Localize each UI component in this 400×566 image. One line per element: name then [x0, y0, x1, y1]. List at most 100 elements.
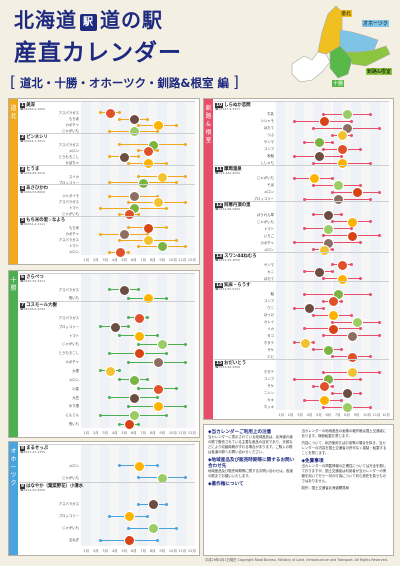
season-endpoint: [127, 360, 130, 364]
product-label: かぼちゃ: [65, 161, 79, 166]
season-endpoint: [174, 181, 178, 185]
month-column: [294, 102, 305, 410]
product-icon: [337, 273, 349, 285]
month-column: [276, 102, 286, 410]
map-label-tokachi: 十勝: [332, 80, 345, 87]
product-icon: [337, 259, 349, 271]
note-text: 内容について、私的使用又は引用等の場合を除き、当カレンダーの内容を国土交通省の許…: [301, 441, 387, 455]
station-tel: ☎0154-66-2969: [215, 207, 240, 212]
region-band-label: 十勝: [10, 277, 17, 292]
page-title: 産直カレンダー: [14, 40, 182, 66]
product-icon: [128, 392, 140, 404]
season-endpoint: [155, 464, 159, 468]
season-endpoint: [378, 234, 382, 238]
product-label: エビ: [267, 354, 274, 359]
season-endpoint: [136, 244, 140, 248]
season-endpoint: [127, 161, 130, 165]
month-label: 1月: [278, 413, 285, 417]
month-column: [109, 445, 119, 546]
station-tel: ☎01654-2-1111: [20, 222, 45, 227]
month-column: [119, 102, 129, 255]
season-endpoint: [127, 250, 130, 254]
season-endpoint: [368, 220, 372, 224]
month-column: [128, 102, 138, 255]
product-label: じゃがいも: [62, 342, 79, 347]
season-endpoint: [349, 119, 353, 123]
product-icon: [124, 535, 135, 547]
panel-kushiro: 釧路&根室 1月 2月 3月 4月 5月 6月 7月 8月 9月 10月 11月 12月 10 しらぬか恋問…: [203, 98, 394, 420]
map-label-dohoku: 道北: [340, 10, 353, 17]
product-label: ホタテ: [263, 370, 274, 375]
michi-no-eki-logo-icon: 駅: [80, 14, 97, 31]
hokkaido-map: 道北 オホーツク 釧路&根室 十勝: [282, 2, 398, 90]
season-endpoint: [312, 384, 316, 388]
season-endpoint: [302, 398, 306, 402]
product-icon: [152, 357, 164, 369]
station-separator: [19, 301, 195, 303]
month-column: [100, 274, 110, 428]
season-endpoint: [127, 200, 130, 204]
month-label: 4月: [306, 413, 313, 417]
month-label: 2月: [287, 413, 294, 417]
season-endpoint: [340, 348, 344, 352]
season-endpoint: [98, 413, 102, 417]
season-endpoint: [136, 422, 140, 426]
month-column: [109, 102, 119, 255]
month-column: [90, 274, 100, 428]
product-label: ウニ: [267, 306, 274, 311]
product-icon: [318, 244, 330, 256]
season-endpoint: [331, 355, 334, 359]
note-text: 当カレンダーの地域産品の画像の著作権は国土交通省にあります。無断転載を禁じます。: [301, 429, 387, 438]
region-band: オホーツク: [9, 442, 18, 555]
season-endpoint: [368, 161, 372, 165]
season-endpoint: [321, 370, 325, 374]
season-endpoint: [331, 263, 334, 267]
month-column: [313, 102, 324, 410]
station-tel: ☎0152-62-4500: [20, 488, 45, 493]
product-label: もち米: [68, 117, 79, 122]
note-text: 地域産品及び販売時期等に関するお問い合わせは、各道の駅までお願いいたします。: [208, 469, 293, 478]
season-endpoint: [155, 129, 159, 133]
season-endpoint: [378, 370, 382, 374]
station-number: 10: [215, 103, 224, 108]
month-label: 7月: [140, 258, 147, 262]
month-label: 5月: [121, 431, 128, 435]
bracket-close: ]: [232, 73, 239, 91]
month-label: 2月: [92, 258, 99, 262]
product-icon: [124, 209, 135, 221]
season-endpoint: [312, 348, 316, 352]
month-column: [360, 102, 371, 410]
season-endpoint: [331, 133, 334, 137]
station-name-text: 知床・らうす: [224, 282, 251, 288]
month-column: [176, 102, 186, 255]
season-endpoint: [117, 464, 121, 468]
station-separator: [19, 444, 195, 445]
product-label: ブロッコリー: [253, 197, 274, 202]
season-endpoint: [331, 176, 334, 180]
product-label: ほたて: [263, 276, 274, 281]
title-line-1: 北海道駅道の駅: [14, 4, 163, 33]
product-label: トマト: [68, 333, 79, 338]
product-label: 大豆: [72, 395, 79, 400]
product-label: ほうれん草: [257, 212, 274, 217]
product-icon: [323, 209, 335, 221]
season-endpoint: [312, 213, 316, 217]
season-endpoint: [359, 277, 363, 281]
panel-okhotsk: オホーツク 1月 2月 3月 4月 5月 6月 7月 8月 9月 10月 11月 12月 8 まるせっぷ ☎0…: [8, 441, 200, 556]
station-separator: [214, 251, 389, 253]
product-icon: [128, 410, 140, 422]
season-endpoint: [312, 161, 316, 165]
season-endpoint: [302, 197, 306, 201]
product-icon: [313, 266, 325, 278]
product-label: 長いも: [68, 422, 79, 427]
station-name: 2 ピンネシリ: [20, 134, 48, 140]
station-tel: ☎015-482-2500: [215, 171, 240, 176]
season-endpoint: [146, 514, 149, 518]
product-label: トマト: [68, 244, 79, 249]
station-name: 1 美深: [20, 102, 35, 108]
product-icon: [328, 310, 339, 322]
product-icon: [152, 197, 164, 209]
product-icon: [342, 402, 354, 414]
season-endpoint: [136, 387, 140, 391]
product-icon: [346, 330, 358, 342]
